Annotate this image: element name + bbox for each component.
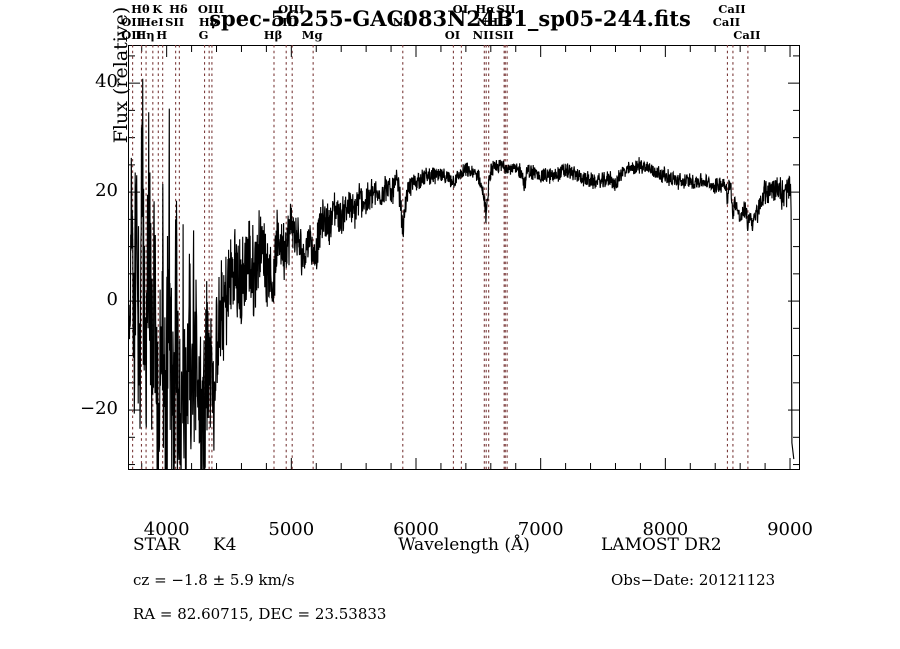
spectral-line-label: OII — [121, 15, 142, 29]
spectral-line-label: Hβ — [263, 28, 283, 42]
x-tick-label: 4000 — [143, 519, 190, 540]
footer-cz: cz = −1.8 ± 5.9 km/s — [133, 571, 295, 589]
x-tick-label: 7000 — [517, 519, 564, 540]
spectral-line-label: Mg — [301, 28, 323, 42]
spectral-line-label: Hγ — [198, 15, 218, 29]
spectral-line-label: CaII — [733, 28, 761, 42]
spectral-line-label: SII — [496, 2, 516, 16]
y-tick-label: 0 — [106, 289, 118, 311]
spectral-line-label: CaII — [718, 2, 746, 16]
x-tick-label: 6000 — [393, 519, 439, 540]
spectral-line-label: K — [152, 2, 163, 16]
spectral-line-label: SII — [494, 28, 514, 42]
spectral-line-label: Hη — [135, 28, 155, 42]
y-tick-label: −20 — [80, 398, 118, 420]
footer-obs-date: Obs−Date: 20121123 — [611, 571, 776, 589]
page-title: spec-56255-GAC083N24B1_sp05-244.fits — [209, 6, 691, 31]
spectral-line-label: OIII — [197, 2, 224, 16]
y-tick-label: 40 — [95, 71, 118, 93]
spectral-line-label: Na — [392, 15, 411, 29]
y-tick-label: 20 — [95, 180, 118, 202]
spectral-line-label: CaII — [712, 15, 741, 29]
object-class-value: STAR — [133, 535, 181, 555]
footer-survey: LAMOST DR2 — [601, 535, 722, 555]
spectral-line-label: OIII — [278, 2, 305, 16]
x-axis-label: Wavelength (Å) — [398, 535, 530, 555]
x-tick-label: 9000 — [767, 519, 813, 540]
spectral-line-label: SII — [165, 15, 185, 29]
spectral-line-label: OI — [452, 2, 469, 16]
footer-object-class: STAR K4 — [133, 535, 236, 555]
spectral-line-label: Li — [496, 15, 510, 29]
spectral-line-label: NII — [477, 15, 499, 29]
spectral-line-label: Hα — [475, 2, 496, 16]
spectral-line-label: OII — [121, 28, 142, 42]
spectral-line-label: OI — [444, 28, 461, 42]
spectral-line-label: NII — [472, 28, 494, 42]
plot-frame — [128, 45, 800, 470]
footer-coords: RA = 82.60715, DEC = 23.53833 — [133, 605, 387, 623]
spectral-line-label: Hδ — [169, 2, 188, 16]
spectral-line-label: Hθ — [131, 2, 150, 16]
x-tick-label: 5000 — [268, 519, 315, 540]
spectrum-plot: Flux (relative) Wavelength (Å) 40 20 0 −20 … — [80, 2, 813, 555]
spectrum-canvas — [128, 45, 800, 470]
spectral-line-label: OIII — [272, 15, 299, 29]
spectral-line-label: G — [198, 28, 209, 42]
spectral-line-label: HeI — [140, 15, 164, 29]
spectral-line-label: H — [156, 28, 168, 42]
x-tick-label: 8000 — [642, 519, 689, 540]
spectral-type-value: K4 — [212, 535, 237, 555]
